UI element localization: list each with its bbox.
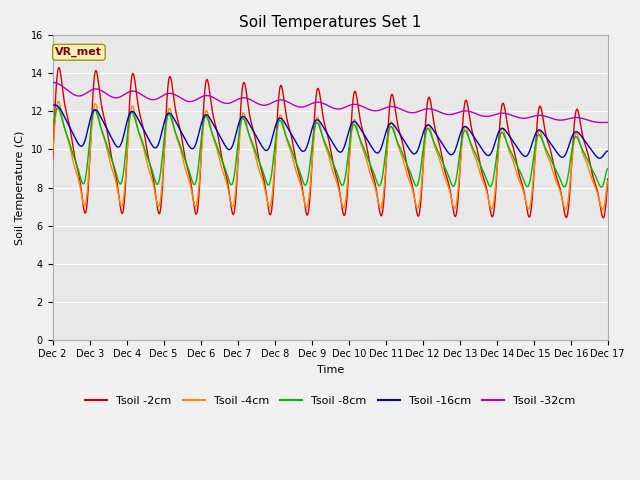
Y-axis label: Soil Temperature (C): Soil Temperature (C) — [15, 131, 25, 245]
Text: VR_met: VR_met — [56, 47, 102, 58]
Legend: Tsoil -2cm, Tsoil -4cm, Tsoil -8cm, Tsoil -16cm, Tsoil -32cm: Tsoil -2cm, Tsoil -4cm, Tsoil -8cm, Tsoi… — [81, 391, 580, 410]
Title: Soil Temperatures Set 1: Soil Temperatures Set 1 — [239, 15, 421, 30]
X-axis label: Time: Time — [317, 365, 344, 375]
